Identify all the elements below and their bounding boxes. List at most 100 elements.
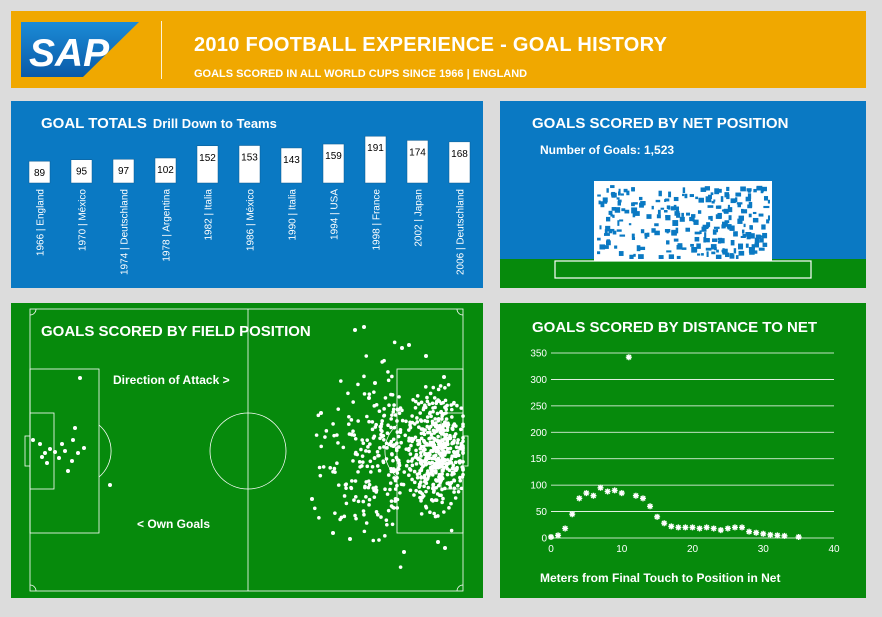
goal-point [749,225,752,229]
goal-point [684,193,688,199]
goal-point [347,415,351,419]
goal-point [422,439,426,444]
goal-point [370,420,375,424]
goal-point [704,186,711,191]
goal-point [448,485,453,490]
goal-point [418,480,423,484]
goal-point [409,443,413,448]
goal-count-label: Number of Goals: 1,523 [540,143,675,157]
goal-point [723,208,729,214]
goal-point [410,477,414,482]
goal-point [626,190,630,196]
y-tick-label-6: 300 [530,375,547,386]
drill-down-link[interactable]: Drill Down to Teams [152,116,277,131]
goal-point [357,460,362,464]
goal-point [377,538,381,542]
goal-point [657,209,661,215]
goal-point [356,499,361,504]
goal-point [370,427,375,432]
category-label-0: 1966 | England [36,189,47,256]
goal-point [456,438,460,442]
goal-point [312,506,317,511]
goal-point [393,478,398,483]
goal-point [392,506,396,510]
data-point-12 [632,492,639,499]
data-point-26 [731,524,738,531]
goal-point [611,207,617,211]
goal-totals-title-text: GOAL TOTALS [41,115,147,132]
goal-point [408,423,412,427]
goal-point [690,243,694,247]
goal-point [738,250,745,256]
goal-point [425,415,430,419]
goal-point [756,186,762,190]
goal-point [745,243,749,248]
goal-point [619,219,624,222]
goal-point [451,401,456,406]
goal-point [359,447,363,452]
goal-point [367,503,371,507]
goal-point [391,410,396,414]
goal-point [369,470,373,474]
y-tick-label-0: 0 [541,534,547,545]
data-point-33 [781,532,788,539]
goal-point [374,485,378,490]
goal-point [729,225,735,231]
goal-point [364,495,368,499]
goal-point [459,427,463,432]
goal-point [735,192,742,197]
goal-point [674,211,680,216]
goal-point [427,402,432,407]
goal-point [660,207,665,210]
goal-point [459,486,464,491]
goal-point [344,486,348,490]
goal-point [328,466,333,470]
goal-point [618,251,624,256]
goal-point [725,252,730,258]
goal-point [673,196,679,202]
goal-point [703,236,706,243]
goal-point [398,428,403,432]
goal-point [461,468,465,472]
goal-point [456,489,461,494]
goal-point [717,205,722,209]
data-point-21 [696,525,703,532]
goal-point [392,403,396,407]
goal-point [377,468,382,473]
goal-point [675,227,679,234]
goal-point [752,217,759,223]
goal-point [639,202,644,208]
goal-point [397,461,401,465]
goal-point [438,384,443,388]
category-label-6: 1990 | Italia [288,189,299,241]
goal-point [430,401,435,406]
goal-point [691,214,696,218]
goal-point [417,438,422,443]
goal-point [638,254,644,260]
bar-1 [70,159,93,184]
goal-point [448,482,453,486]
goal-point [356,470,360,474]
goal-point [701,226,707,232]
goal-point [331,422,335,426]
goal-point [348,537,352,541]
goal-point [600,201,605,208]
goal-point [616,197,620,200]
goal-point [672,220,679,226]
goal-point [437,475,441,479]
goal-point [372,434,377,439]
goal-point [336,407,341,411]
goal-point [428,391,433,396]
x-tick-label-0: 0 [548,544,554,555]
goal-point [387,403,391,407]
goal-point [450,415,454,419]
goal-point [634,211,640,216]
goal-point [57,456,61,460]
goal-point [666,240,670,245]
goal-point [439,428,444,433]
goal-point [444,407,448,412]
goal-point [606,239,610,245]
goal-point [346,422,351,426]
header-bar: SAP 2010 FOOTBALL EXPERIENCE - GOAL HIST… [11,11,866,88]
y-tick-label-7: 350 [530,349,547,360]
